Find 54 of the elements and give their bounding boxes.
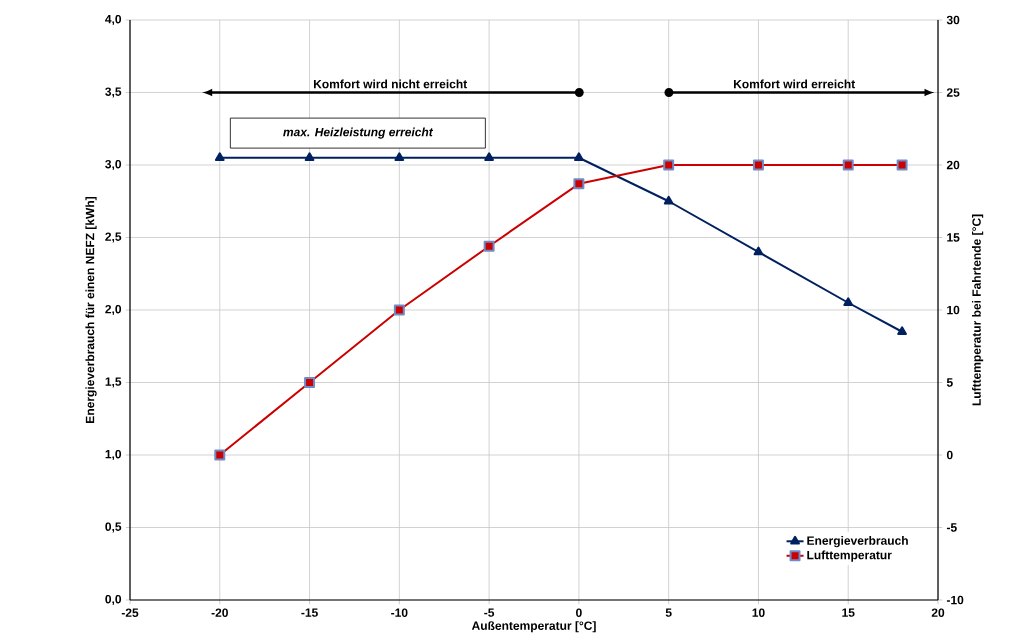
y2-tick-label: 0 — [946, 450, 953, 460]
y2-tick-label: 30 — [946, 15, 960, 25]
x-tick-label: -5 — [484, 608, 495, 617]
point — [484, 152, 494, 161]
point — [573, 178, 585, 190]
annotation: Komfort wird erreicht — [733, 79, 856, 89]
x-tick-label: -10 — [391, 608, 408, 617]
y-axis-title: Energieverbrauch für einen NEFZ [kWh] — [85, 196, 97, 423]
point — [304, 152, 315, 161]
y2-tick-label: -10 — [946, 595, 964, 605]
x-tick-label: 15 — [842, 608, 855, 617]
y-tick-label: 1,0 — [105, 449, 122, 461]
point — [896, 159, 908, 171]
y2-tick-label: 25 — [946, 88, 960, 97]
y-tick-label: 0,0 — [105, 594, 122, 606]
y-tick-label: 2,5 — [105, 232, 122, 243]
point — [752, 159, 764, 171]
point — [483, 240, 495, 252]
legend-label: Lufttemperatur — [807, 550, 892, 562]
y2-tick-label: 15 — [947, 233, 960, 242]
y-tick-label: 3,5 — [105, 87, 122, 98]
y-tick-label: 1,5 — [105, 377, 122, 388]
y2-axis-title: Lufttemperatur bei Fahrtende [°C] — [971, 214, 984, 406]
point — [304, 377, 316, 388]
y2-tick-label: 20 — [946, 160, 960, 170]
y2-tick-label: 10 — [947, 305, 960, 315]
y-tick-label: 0,5 — [105, 522, 122, 533]
y2-tick-label: 5 — [946, 378, 953, 387]
y2-tick-label: -5 — [946, 523, 957, 532]
point — [214, 152, 225, 161]
point — [843, 297, 854, 306]
point — [897, 326, 907, 335]
point — [753, 246, 764, 256]
x-tick-label: -15 — [301, 608, 318, 617]
x-tick-label: -20 — [211, 608, 228, 617]
annotation: Komfort wird nicht erreicht — [313, 79, 468, 89]
x-axis-title: Außentemperatur [°C] — [471, 621, 596, 633]
point — [663, 195, 674, 205]
x-tick-label: -25 — [121, 608, 139, 617]
y-tick-label: 3,0 — [105, 159, 122, 171]
point — [842, 159, 854, 171]
x-tick-label: 5 — [665, 608, 672, 617]
y-tick-label: 2,0 — [105, 304, 122, 316]
annotation: max. Heizleistung erreicht — [283, 127, 434, 139]
point — [393, 304, 405, 316]
point — [214, 449, 226, 461]
x-tick-label: 20 — [931, 608, 945, 617]
x-tick-label: 0 — [576, 608, 582, 617]
y-tick-label: 4,0 — [105, 14, 122, 26]
point — [394, 152, 405, 161]
point — [574, 152, 584, 161]
legend-label: Energieverbrauch — [807, 536, 908, 548]
x-tick-label: 10 — [752, 608, 765, 617]
point — [663, 159, 675, 171]
